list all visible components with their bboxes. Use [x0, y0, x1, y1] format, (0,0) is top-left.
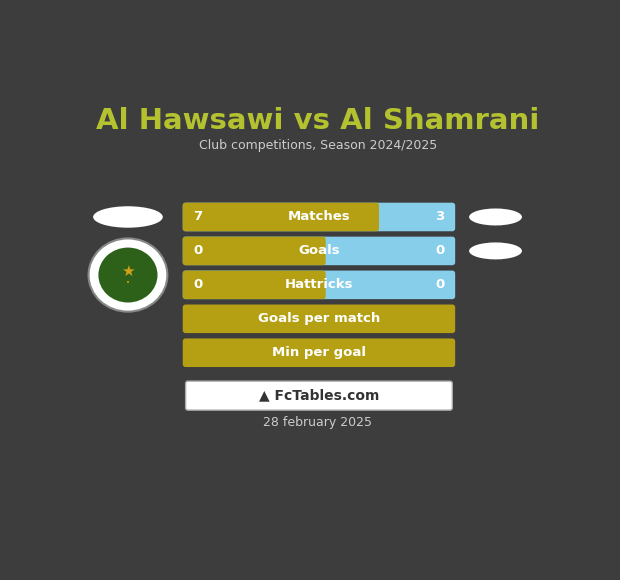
Text: ★: ★	[121, 264, 135, 279]
FancyBboxPatch shape	[183, 202, 379, 231]
FancyBboxPatch shape	[183, 202, 455, 231]
Text: 0: 0	[193, 244, 203, 258]
Circle shape	[99, 248, 157, 303]
Text: ▲ FcTables.com: ▲ FcTables.com	[259, 389, 379, 403]
FancyBboxPatch shape	[317, 240, 323, 263]
Text: 0: 0	[435, 244, 445, 258]
Text: 0: 0	[435, 278, 445, 291]
FancyBboxPatch shape	[183, 237, 326, 265]
Text: 3: 3	[435, 211, 445, 223]
FancyBboxPatch shape	[183, 304, 455, 333]
Ellipse shape	[469, 208, 522, 226]
Text: •: •	[126, 280, 130, 286]
Text: Min per goal: Min per goal	[272, 346, 366, 359]
Text: Goals per match: Goals per match	[258, 312, 380, 325]
Ellipse shape	[93, 206, 163, 228]
Ellipse shape	[469, 242, 522, 259]
Text: Hattricks: Hattricks	[285, 278, 353, 291]
FancyBboxPatch shape	[370, 205, 376, 229]
Text: 7: 7	[193, 211, 202, 223]
Text: Club competitions, Season 2024/2025: Club competitions, Season 2024/2025	[198, 139, 437, 152]
Text: Matches: Matches	[288, 211, 350, 223]
FancyBboxPatch shape	[185, 381, 453, 410]
FancyBboxPatch shape	[317, 273, 323, 296]
Text: 0: 0	[193, 278, 203, 291]
Circle shape	[89, 238, 167, 311]
Text: Goals: Goals	[298, 244, 340, 258]
FancyBboxPatch shape	[183, 270, 455, 299]
FancyBboxPatch shape	[183, 270, 326, 299]
FancyBboxPatch shape	[183, 339, 455, 367]
Text: Al Hawsawi vs Al Shamrani: Al Hawsawi vs Al Shamrani	[96, 107, 539, 135]
FancyBboxPatch shape	[183, 237, 455, 265]
Text: 28 february 2025: 28 february 2025	[264, 416, 372, 429]
